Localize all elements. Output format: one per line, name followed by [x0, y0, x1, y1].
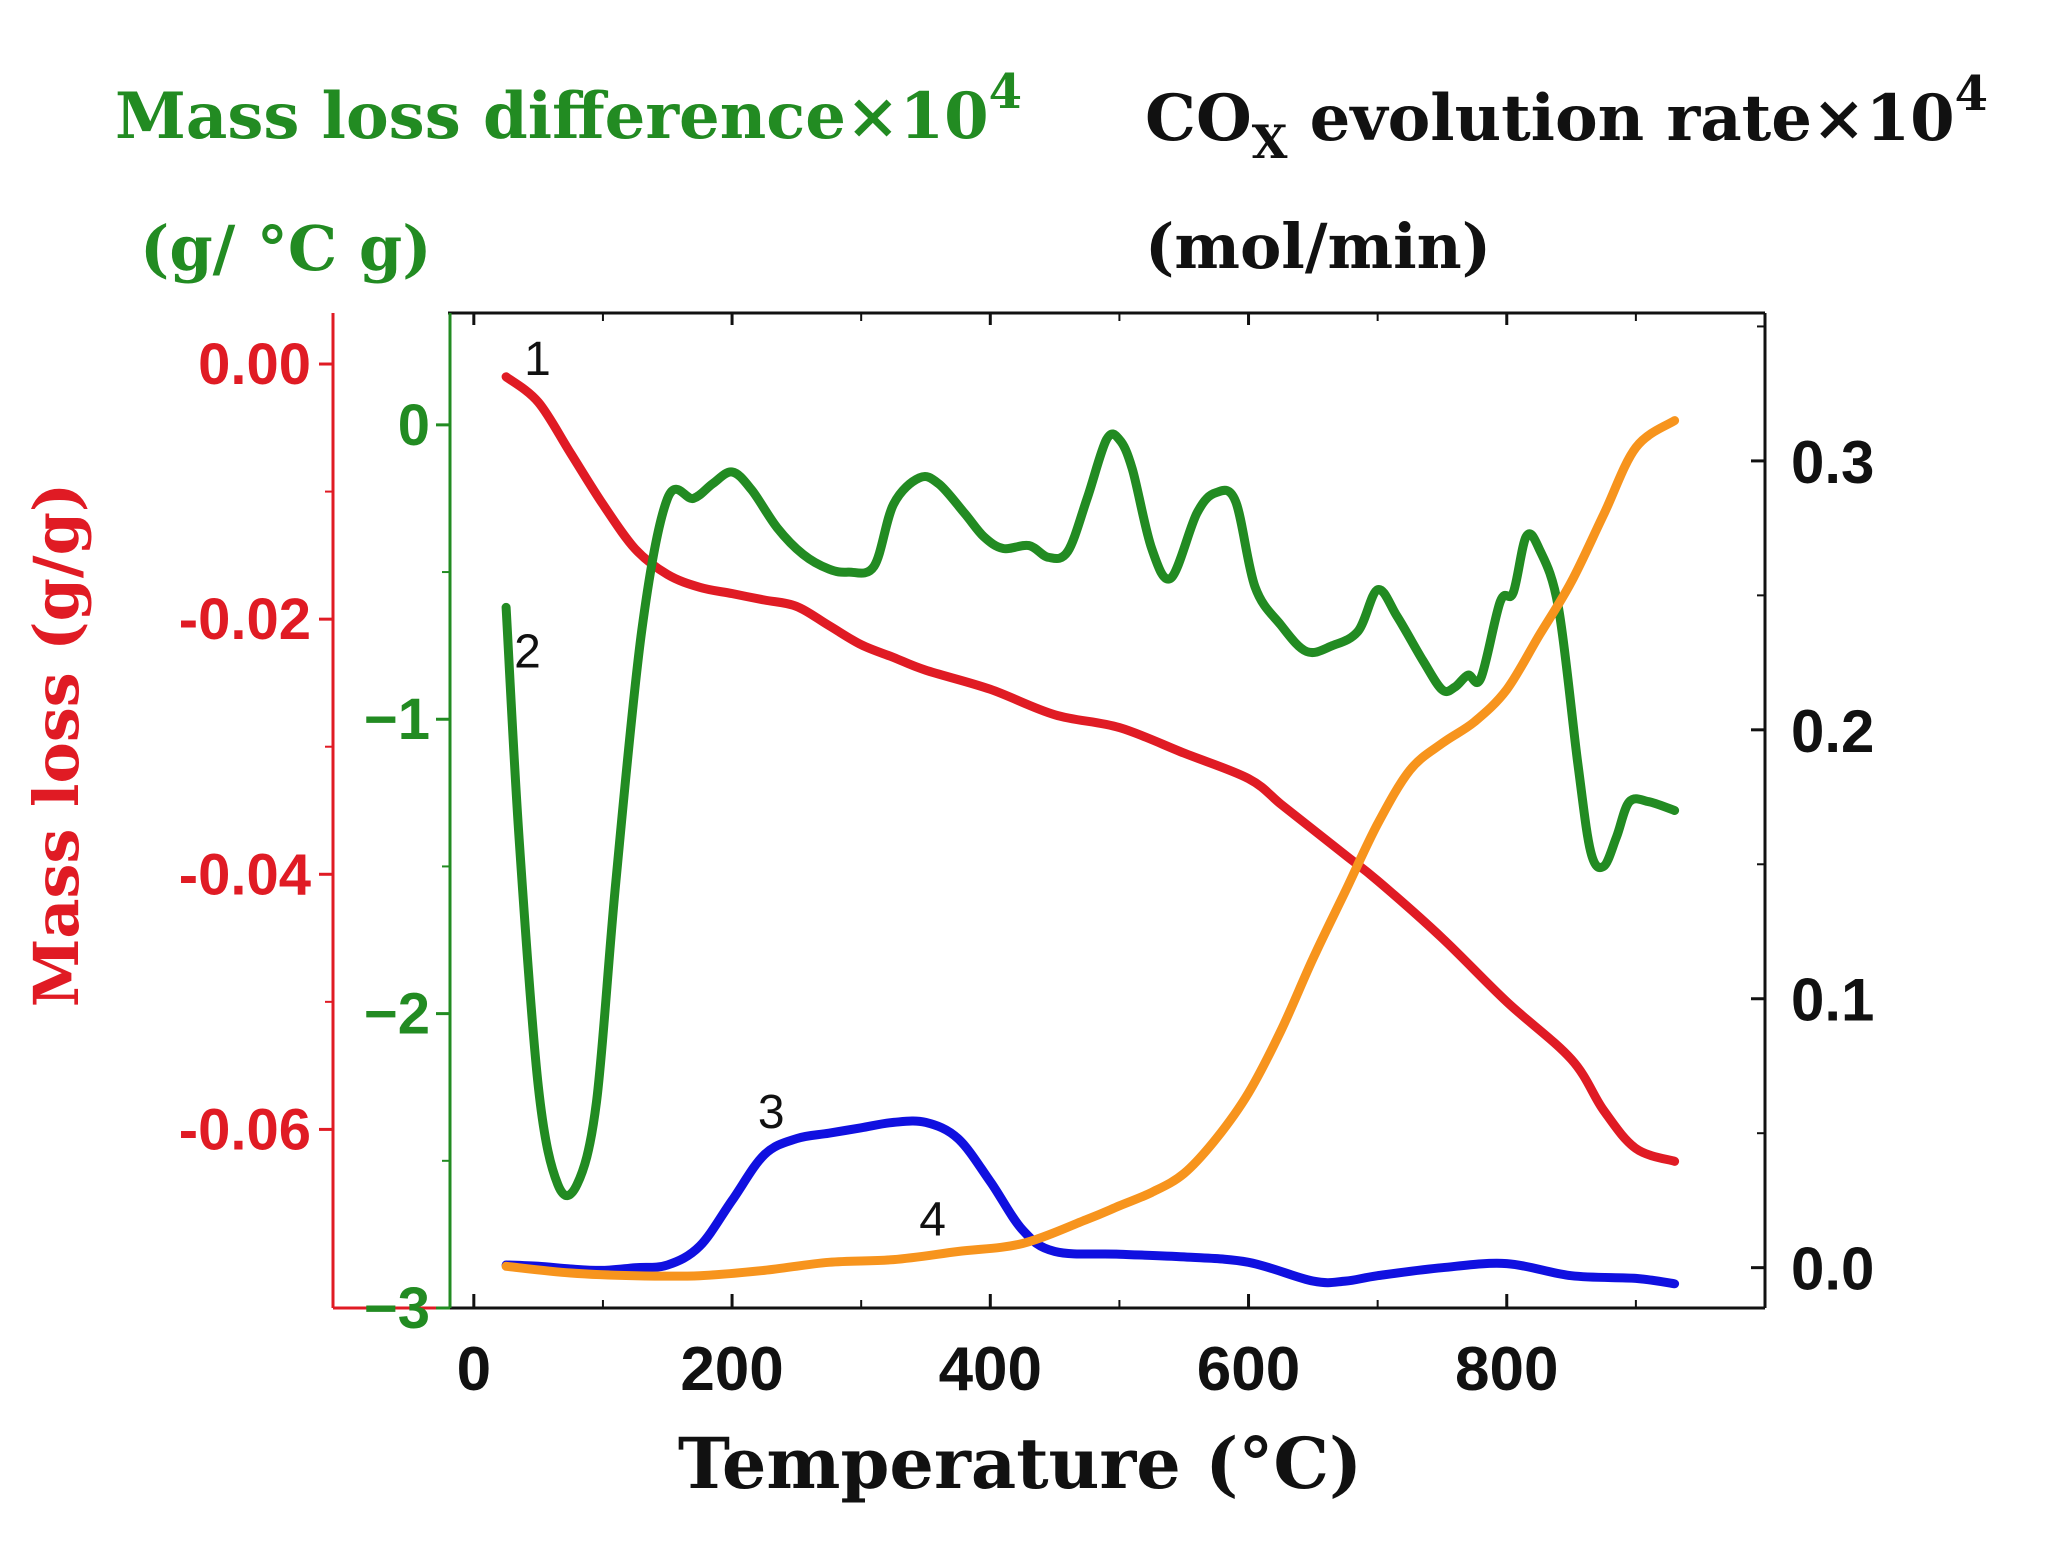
series-4-label: 4 — [919, 1193, 946, 1246]
series-1-label: 1 — [524, 333, 551, 386]
mass-loss-difference-tick-label: −2 — [364, 982, 430, 1047]
cox-tick-label: 0.0 — [1791, 1236, 1874, 1303]
series-2-line — [501, 429, 1680, 1201]
x-tick-label: 800 — [1455, 1335, 1558, 1404]
cox-tick-label: 0.1 — [1791, 967, 1874, 1034]
mass-loss-difference-tick-label: −3 — [364, 1276, 430, 1341]
cox-tick-label: 0.2 — [1791, 698, 1874, 765]
series-labels-layer: 1 2 3 4 — [514, 333, 946, 1247]
x-tick-label: 0 — [457, 1335, 491, 1404]
mass-loss-tick-label: -0.04 — [179, 842, 311, 907]
mass-loss-tick-label: 0.00 — [198, 332, 311, 397]
green-axis-title-main: Mass loss difference — [115, 79, 846, 154]
green-axis-unit: (g/ °C g) — [140, 212, 432, 285]
mass-loss-difference-tick-label: 0 — [398, 393, 430, 458]
x-tick-label: 200 — [680, 1335, 783, 1404]
x-tick-label: 400 — [939, 1335, 1042, 1404]
series-1-line — [501, 372, 1680, 1166]
cox-tick-label: 0.3 — [1791, 429, 1874, 496]
mass-loss-difference-tick-label: −1 — [364, 687, 430, 752]
black-axis-title-main: CO — [1145, 81, 1252, 156]
x-tick-label: 600 — [1197, 1335, 1300, 1404]
axes-layer: 0.00-0.02-0.04-0.060−1−2−30.30.20.10.00 2… — [179, 311, 1874, 1404]
x-axis-label: Temperature (°C) — [678, 1422, 1362, 1505]
black-axis-title-exp: 4 — [1955, 66, 1988, 122]
green-axis-title: Mass loss difference×104 — [115, 64, 1022, 154]
black-axis-unit: (mol/min) — [1145, 210, 1491, 283]
series-2-label: 2 — [514, 625, 541, 678]
black-axis-title-sub: X — [1252, 115, 1288, 169]
black-axis-title-rest: evolution rate — [1287, 81, 1812, 156]
black-axis-title-mult: ×10 — [1812, 81, 1955, 156]
green-axis-title-exp: 4 — [989, 64, 1022, 120]
green-axis-title-mult: ×10 — [846, 79, 989, 154]
series-layer — [501, 372, 1680, 1289]
series-3-label: 3 — [758, 1086, 785, 1139]
black-axis-title: COX evolution rate×104 — [1145, 66, 1988, 169]
series-4-line — [501, 416, 1680, 1281]
mass-loss-tick-label: -0.02 — [179, 587, 311, 652]
red-axis-label: Mass loss (g/g) — [20, 483, 93, 1008]
mass-loss-tick-label: -0.06 — [179, 1097, 311, 1162]
series-3-line — [501, 1116, 1680, 1289]
